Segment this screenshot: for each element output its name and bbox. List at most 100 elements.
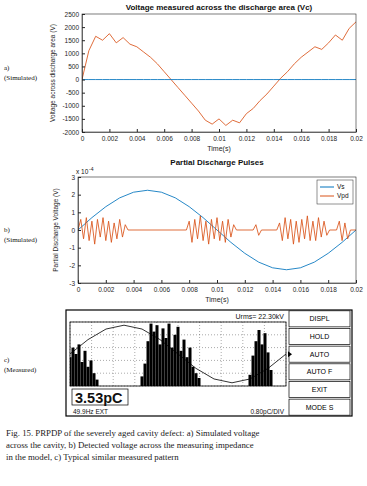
x-grid-line [242, 322, 243, 386]
line [78, 190, 356, 270]
x-grid-line [134, 322, 135, 386]
x-tick-group: 0.018 [321, 129, 338, 142]
bar [72, 348, 75, 386]
panel-label: (Simulated) [4, 236, 38, 244]
annotation: -4 [89, 166, 94, 172]
y-tick-label: -1000 [62, 102, 79, 109]
plot-background [82, 14, 356, 132]
bar [150, 324, 153, 386]
y-axis-title: Partial Discharge Voltage (V) [52, 188, 60, 271]
y-tick-label: -500 [66, 89, 79, 96]
bar [183, 340, 186, 386]
y-tick [78, 177, 81, 178]
y-axis-title: Voltage across discharge area (V) [49, 24, 57, 122]
line [78, 216, 356, 244]
x-tick-group: 0.014 [266, 129, 283, 142]
x-tick-label: 0.004 [126, 286, 143, 293]
y-tick-group: -3 [69, 280, 81, 287]
y-tick [82, 132, 85, 133]
x-tick [106, 280, 107, 283]
caption-line: Fig. 15. PRPDP of the severely aged cavi… [6, 428, 260, 438]
x-tick-label: 0.008 [182, 286, 199, 293]
bar [264, 333, 267, 386]
bar [255, 341, 258, 386]
bar [252, 356, 255, 386]
x-tick-group: 0.008 [184, 129, 201, 142]
y-tick-group: -1500 [62, 115, 85, 122]
x-tick [273, 280, 274, 283]
figure: 00.0020.0040.0060.0080.010.0120.0140.016… [0, 0, 367, 486]
annotation: 49.9Hz EXT [73, 408, 108, 415]
y-tick-group: 2500 [65, 11, 85, 18]
menu-button [289, 346, 350, 362]
x-tick [137, 129, 138, 132]
x-tick-label: 0.004 [129, 135, 146, 142]
y-tick [82, 14, 85, 15]
y-tick-label: 1500 [65, 37, 80, 44]
x-tick [189, 280, 190, 283]
panel-label: b) [4, 226, 11, 234]
x-tick-label: 0.016 [294, 135, 311, 142]
y-tick-label: 500 [68, 63, 79, 70]
x-tick-group: 0.002 [98, 280, 115, 293]
x-tick [245, 280, 246, 283]
x-axis: 00.0020.0040.0060.0080.010.0120.0140.016… [77, 280, 364, 293]
plot-background [70, 322, 286, 386]
bar [84, 351, 87, 386]
bar [177, 327, 180, 386]
x-axis-line [83, 132, 357, 133]
panel-label: (Measured) [4, 366, 37, 374]
bar [81, 362, 84, 386]
legend-label: Vs [337, 183, 345, 190]
x-tick [219, 129, 220, 132]
x-tick-group: 0.006 [154, 280, 171, 293]
bar [75, 354, 78, 386]
x-tick-group: 0.002 [102, 129, 119, 142]
y-tick-group: 1500 [65, 37, 85, 44]
legend-box [317, 180, 353, 204]
x-tick-label: 0.016 [293, 286, 310, 293]
bar [162, 328, 165, 386]
bar [261, 344, 264, 386]
y-tick [78, 283, 81, 284]
y-tick [78, 195, 81, 196]
bar [141, 376, 144, 386]
x-tick-label: 0.018 [321, 135, 338, 142]
x-tick [246, 129, 247, 132]
x-axis: 00.0020.0040.0060.0080.010.0120.0140.016… [81, 129, 364, 142]
x-tick-label: 0.002 [102, 135, 119, 142]
x-tick-label: 0.006 [157, 135, 174, 142]
y-tick-group: -2 [69, 262, 81, 269]
bar [90, 360, 93, 386]
plot-background [78, 177, 356, 283]
x-tick-group: 0.006 [157, 129, 174, 142]
y-tick [82, 80, 85, 81]
caption-line: in the model, c) Typical similar measure… [6, 452, 179, 462]
x-tick-group: 0.016 [293, 280, 310, 293]
bar [96, 380, 99, 386]
bar [78, 344, 81, 386]
y-tick-group: -500 [66, 89, 85, 96]
x-tick [329, 129, 330, 132]
bar [249, 375, 252, 386]
x-tick-group: 0.02 [350, 280, 363, 293]
legend-swatch [320, 187, 334, 188]
y-tick [82, 119, 85, 120]
bar [258, 330, 261, 386]
menu-button [289, 399, 350, 415]
y-tick-label: 3 [71, 174, 75, 181]
bar [198, 378, 201, 386]
bar [168, 324, 171, 386]
bar [192, 367, 195, 386]
bar [171, 348, 174, 386]
x-tick [161, 280, 162, 283]
x-tick [192, 129, 193, 132]
y-tick-group: 0 [71, 227, 81, 234]
reading-box [72, 389, 128, 405]
y-tick [78, 265, 81, 266]
x-tick-group: 0.012 [239, 129, 256, 142]
y-tick-group: 0 [75, 76, 85, 83]
plot-marks [82, 22, 356, 126]
x-tick-label: 0.02 [350, 286, 363, 293]
x-axis-line [79, 283, 357, 284]
